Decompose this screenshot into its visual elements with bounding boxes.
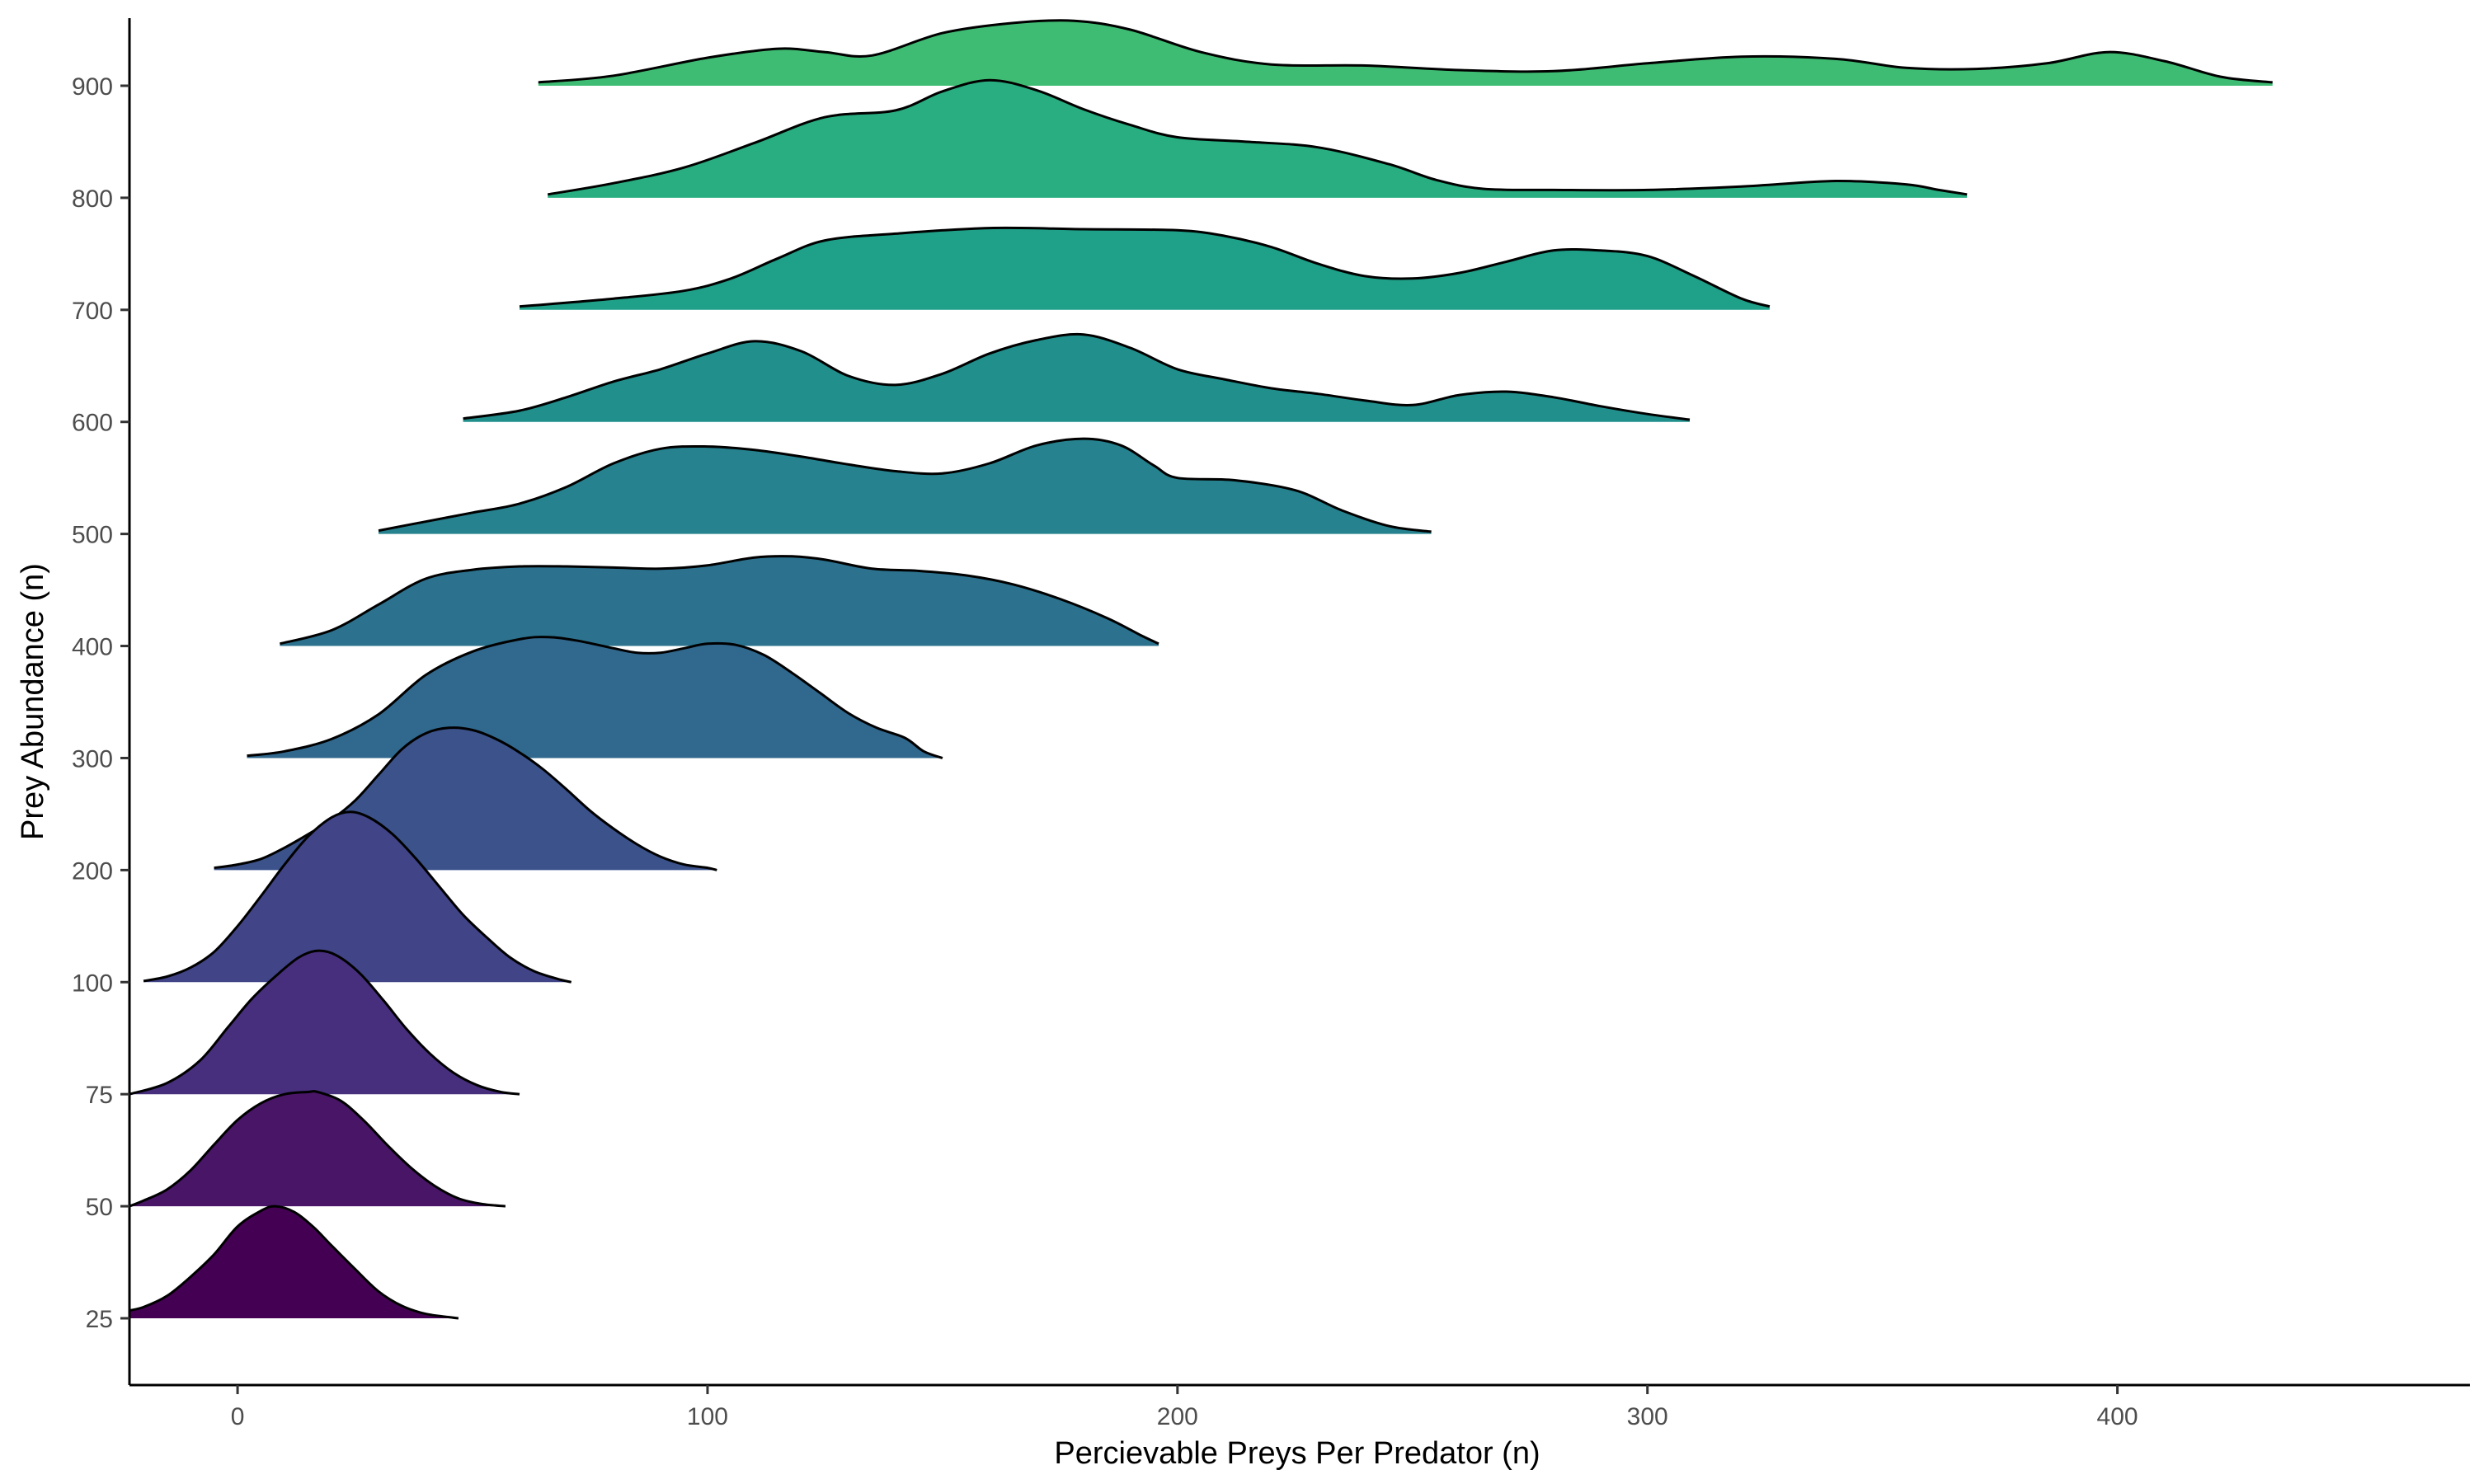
ridge-outline-600 bbox=[463, 332, 1691, 421]
x-ticks: 0 100 200 300 400 bbox=[231, 1385, 2138, 1430]
y-tick-label: 25 bbox=[86, 1306, 113, 1333]
ridge-outline-100 bbox=[143, 810, 572, 984]
ridge-outline-25 bbox=[129, 1205, 459, 1320]
ridge-fill-600 bbox=[463, 334, 1690, 422]
ridges bbox=[129, 19, 2273, 1320]
ridge-fill-300 bbox=[247, 636, 943, 758]
ridge-fill-25 bbox=[129, 1206, 459, 1318]
y-tick-label: 500 bbox=[72, 522, 113, 549]
ridge-fill-800 bbox=[548, 80, 1968, 198]
ridge-outline-900 bbox=[538, 19, 2273, 84]
ridge-outline-300 bbox=[247, 636, 943, 759]
ridge-100 bbox=[143, 810, 572, 984]
ridge-outline-200 bbox=[214, 726, 717, 871]
ridge-outline-75 bbox=[129, 949, 520, 1096]
x-tick-label: 0 bbox=[231, 1403, 245, 1430]
ridge-outline-700 bbox=[519, 226, 1771, 308]
ridge-fill-500 bbox=[379, 439, 1432, 534]
x-tick-label: 300 bbox=[1627, 1403, 1668, 1430]
ridge-fill-700 bbox=[520, 228, 1770, 310]
ridge-fill-100 bbox=[143, 811, 571, 983]
ridge-outline-500 bbox=[378, 437, 1432, 533]
x-tick-label: 400 bbox=[2097, 1403, 2138, 1430]
y-tick-label: 800 bbox=[72, 186, 113, 213]
ridge-400 bbox=[280, 555, 1159, 646]
y-ticks: 25 50 75 100 200 300 400 500 600 700 800 900 bbox=[72, 73, 129, 1333]
x-axis-title: Percievable Preys Per Predator (n) bbox=[1054, 1436, 1540, 1471]
x-tick-label: 200 bbox=[1157, 1403, 1198, 1430]
ridge-outline-50 bbox=[129, 1090, 506, 1208]
ridge-50 bbox=[129, 1090, 506, 1208]
axes: 0 100 200 300 400 25 50 75 100 200 300 400 500 600 70… bbox=[72, 18, 2470, 1430]
y-tick-label: 100 bbox=[72, 970, 113, 997]
x-tick-label: 100 bbox=[687, 1403, 728, 1430]
ridge-700 bbox=[519, 226, 1771, 310]
ridge-500 bbox=[378, 437, 1432, 534]
ridge-outline-400 bbox=[280, 555, 1159, 646]
y-tick-label: 400 bbox=[72, 634, 113, 661]
y-tick-label: 50 bbox=[86, 1194, 113, 1221]
ridge-900 bbox=[538, 19, 2273, 86]
y-tick-label: 600 bbox=[72, 410, 113, 437]
ridge-600 bbox=[463, 332, 1691, 422]
ridge-outline-800 bbox=[547, 78, 1968, 196]
y-axis-title: Prey Abundance (n) bbox=[16, 563, 50, 840]
y-tick-label: 300 bbox=[72, 745, 113, 773]
ridge-75 bbox=[129, 949, 520, 1096]
ridge-800 bbox=[547, 78, 1968, 198]
y-tick-label: 700 bbox=[72, 298, 113, 325]
y-tick-label: 200 bbox=[72, 857, 113, 885]
ridge-fill-50 bbox=[129, 1091, 506, 1207]
ridge-fill-900 bbox=[538, 20, 2273, 86]
ridge-300 bbox=[247, 636, 943, 759]
ridge-fill-400 bbox=[280, 556, 1159, 646]
ridge-fill-75 bbox=[129, 951, 520, 1095]
y-tick-label: 900 bbox=[72, 73, 113, 101]
y-tick-label: 75 bbox=[86, 1082, 113, 1109]
ridge-25 bbox=[129, 1205, 459, 1320]
